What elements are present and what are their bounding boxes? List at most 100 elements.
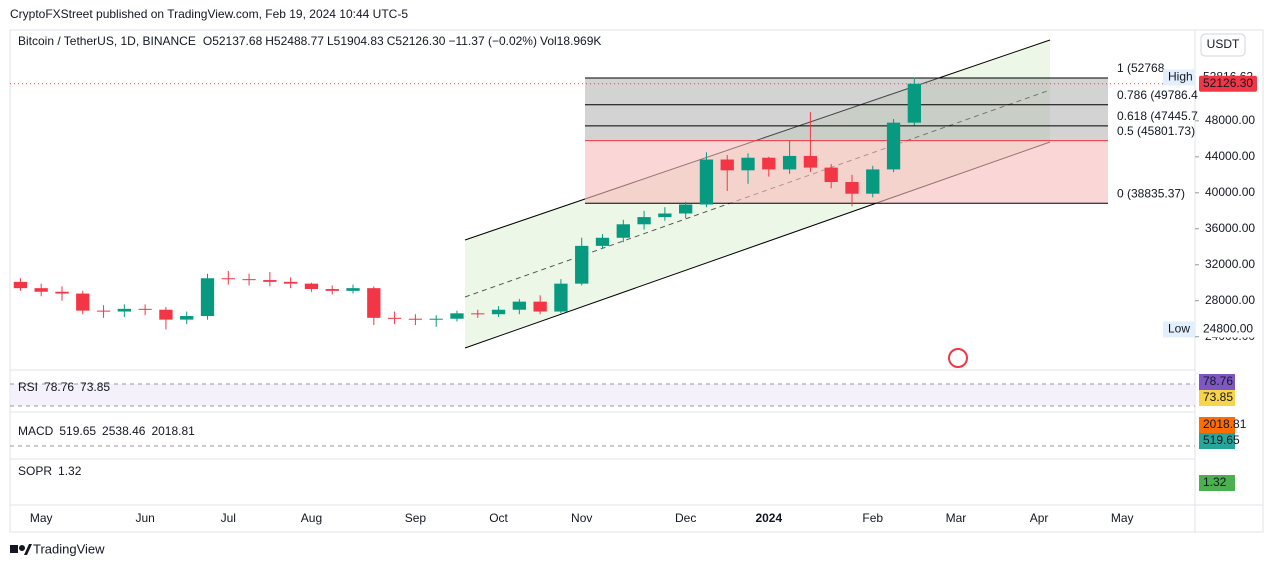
x-tick-label: Jun — [135, 511, 154, 525]
indicator-badge-label: 1.32 — [1203, 475, 1227, 489]
marker-name: High — [1168, 70, 1193, 84]
candle-body — [367, 288, 381, 318]
candle-body — [575, 245, 589, 284]
x-tick-label: Sep — [405, 511, 427, 525]
header-text: Bitcoin / TetherUS, 1D, BINANCE — [18, 34, 196, 48]
candle-body — [762, 157, 776, 170]
header-text: 52488.77 — [274, 34, 324, 48]
candle-body — [242, 279, 256, 281]
indicator-value: 519.65 — [59, 424, 96, 438]
candle-body — [304, 283, 319, 290]
candle-body — [554, 283, 568, 312]
x-tick-label: Apr — [1030, 511, 1049, 525]
indicator-badge-label: 2018.81 — [1203, 417, 1247, 431]
event-flag[interactable] — [948, 348, 968, 368]
header-text: C — [387, 34, 396, 48]
indicator-value: 1.32 — [58, 464, 82, 478]
candle-body — [408, 318, 423, 320]
candle-body — [96, 310, 111, 312]
candle-body — [200, 278, 215, 317]
marker-name: Low — [1168, 322, 1190, 336]
fib-label: 0 (38835.37) — [1117, 186, 1185, 200]
x-tick-label: Dec — [675, 511, 696, 525]
header-text: −11.37 (−0.02%) — [448, 34, 537, 48]
candle-body — [471, 313, 485, 315]
header-text: 18.969K — [557, 34, 602, 48]
indicator-name: MACD — [18, 424, 54, 438]
indicator-badge — [1199, 475, 1235, 491]
indicator-value: 2538.46 — [102, 424, 146, 438]
currency-button[interactable] — [1200, 33, 1246, 57]
candle-body — [76, 293, 90, 311]
candle-body — [803, 155, 818, 168]
frame — [9, 29, 1264, 533]
logo — [10, 544, 32, 555]
candle-body — [159, 309, 173, 320]
y-tick-label: 48000.00 — [1205, 113, 1255, 127]
fib-label: 0.618 (47445.7 — [1117, 109, 1198, 123]
candle-body — [886, 122, 901, 170]
indicator-badge — [1199, 417, 1235, 433]
candle-body — [346, 288, 360, 291]
fib-label: 1 (52768 — [1117, 61, 1165, 75]
candle-body — [907, 83, 921, 123]
indicator-badge — [1199, 390, 1235, 406]
x-tick-label: Aug — [301, 511, 322, 525]
marker-tag — [1163, 321, 1195, 338]
header-text: H — [265, 34, 274, 48]
x-tick-label: May — [1111, 511, 1134, 525]
fib-zone — [585, 140, 1108, 204]
candle-body — [34, 288, 48, 292]
candle-body — [13, 281, 28, 289]
candle-body — [679, 204, 693, 214]
candle-body — [845, 182, 859, 194]
indicator-value: 78.76 — [44, 380, 74, 394]
indicator-value: 73.85 — [80, 380, 110, 394]
marker-tag — [1163, 69, 1195, 86]
y-tick-label: 36000.00 — [1205, 221, 1255, 235]
indicator-badge-label: 73.85 — [1203, 390, 1233, 404]
candle-body — [491, 309, 506, 315]
price-badge — [1199, 321, 1257, 338]
indicator-badge-label: 519.65 — [1203, 433, 1240, 447]
publisher: CryptoFXStreet published on TradingView.… — [10, 7, 408, 21]
price-badge-label: 52126.30 — [1203, 76, 1253, 90]
candle-body — [782, 155, 797, 170]
candle-body — [180, 316, 194, 320]
candle-body — [637, 217, 651, 225]
x-tick-label: Feb — [862, 511, 883, 525]
header-text: O — [203, 34, 212, 48]
indicator-badge — [1199, 374, 1235, 390]
candle-body — [429, 318, 443, 320]
price-badge-label: 24800.00 — [1203, 322, 1253, 336]
candle-body — [512, 301, 526, 310]
brand: TradingView — [33, 541, 105, 556]
candle-body — [824, 167, 838, 183]
candle-body — [533, 301, 547, 312]
candle-body — [117, 308, 131, 312]
header-text: 51904.83 — [334, 34, 384, 48]
candle-body — [263, 280, 277, 282]
header-text: Vol — [540, 34, 557, 48]
header-text: 52137.68 — [212, 34, 262, 48]
candle-body — [699, 159, 714, 205]
channel-upper — [464, 39, 1051, 241]
candle-body — [450, 313, 464, 319]
fib-label: 0.786 (49786.4 — [1117, 88, 1198, 102]
indicator-value: 2018.81 — [151, 424, 195, 438]
y-tick-label: 44000.00 — [1205, 149, 1255, 163]
candle-body — [387, 317, 402, 319]
candle-body — [595, 237, 610, 246]
candle-body — [138, 308, 152, 310]
y-tick-label: 28000.00 — [1205, 293, 1255, 307]
candle-body — [658, 213, 672, 218]
indicator-badge-label: 78.76 — [1203, 374, 1233, 388]
candle-body — [616, 224, 630, 238]
candle-body — [741, 157, 755, 171]
x-tick-label: Oct — [489, 511, 508, 525]
candle-body — [221, 278, 235, 280]
indicator-name: SOPR — [18, 464, 52, 478]
indicator-badge — [1199, 433, 1235, 449]
